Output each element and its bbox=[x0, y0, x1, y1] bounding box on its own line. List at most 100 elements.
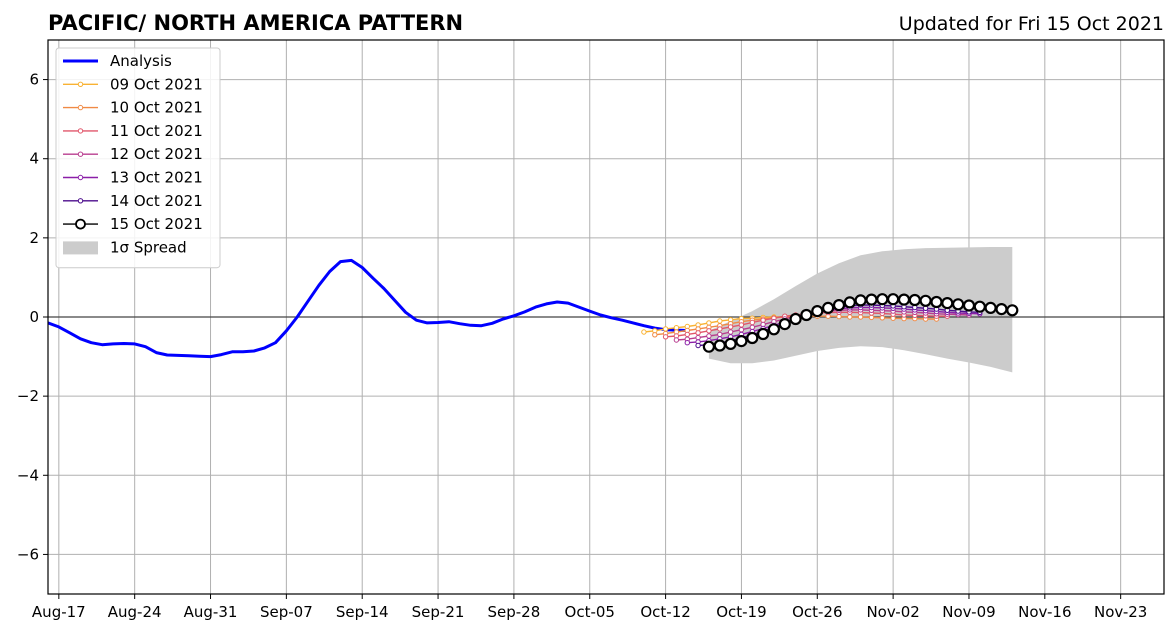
forecast-point bbox=[717, 318, 723, 324]
forecast-point bbox=[713, 339, 726, 352]
legend-label: 10 Oct 2021 bbox=[110, 99, 203, 117]
legend-item: 14 Oct 2021 bbox=[63, 192, 203, 210]
legend: Analysis 09 Oct 2021 10 Oct 2021 11 Oct 202… bbox=[55, 47, 221, 269]
legend-item: 15 Oct 2021 bbox=[63, 215, 203, 233]
chart-title: PACIFIC/ NORTH AMERICA PATTERN bbox=[48, 11, 463, 35]
legend-label: 1σ Spread bbox=[110, 238, 187, 256]
forecast-point bbox=[865, 293, 878, 306]
legend-item: 11 Oct 2021 bbox=[63, 122, 203, 140]
forecast-point bbox=[760, 317, 766, 323]
forecast-point bbox=[695, 334, 701, 341]
x-tick-label: Aug-31 bbox=[184, 603, 238, 621]
forecast-point bbox=[941, 297, 954, 310]
y-tick-label: −4 bbox=[17, 466, 39, 484]
forecast-point bbox=[684, 340, 690, 346]
y-tick-label: −2 bbox=[17, 387, 39, 405]
forecast-point bbox=[673, 337, 680, 343]
legend-item: 10 Oct 2021 bbox=[63, 99, 203, 117]
legend-label: 14 Oct 2021 bbox=[110, 192, 203, 210]
forecast-point bbox=[695, 342, 701, 349]
analysis-line bbox=[48, 258, 688, 359]
forecast-point bbox=[984, 301, 997, 314]
series-layer bbox=[48, 247, 1164, 373]
legend-label: 12 Oct 2021 bbox=[110, 145, 203, 163]
forecast-point bbox=[724, 337, 737, 350]
legend-label: 13 Oct 2021 bbox=[110, 169, 203, 187]
legend-marker bbox=[77, 151, 84, 157]
forecast-point bbox=[662, 334, 669, 340]
forecast-point bbox=[727, 324, 734, 330]
forecast-point bbox=[973, 300, 986, 313]
x-tick-label: Nov-23 bbox=[1094, 603, 1147, 621]
forecast-point bbox=[843, 296, 856, 309]
legend-item: 1σ Spread bbox=[63, 238, 187, 256]
legend-item: Analysis bbox=[63, 52, 172, 70]
x-tick-label: Nov-09 bbox=[942, 603, 995, 621]
forecast-point bbox=[832, 299, 846, 312]
x-tick-label: Sep-21 bbox=[412, 603, 465, 621]
x-tick-label: Oct-19 bbox=[716, 603, 766, 621]
legend-label: Analysis bbox=[110, 52, 172, 70]
forecast-point bbox=[746, 331, 759, 345]
forecast-point bbox=[749, 319, 755, 326]
legend-item: 12 Oct 2021 bbox=[63, 145, 203, 163]
forecast-point bbox=[876, 293, 889, 306]
forecast-point bbox=[735, 335, 748, 348]
chart-subtitle: Updated for Fri 15 Oct 2021 bbox=[899, 13, 1164, 35]
forecast-point bbox=[879, 315, 885, 321]
forecast-point bbox=[706, 320, 712, 326]
forecast-point bbox=[706, 333, 712, 339]
y-tick-label: 0 bbox=[29, 308, 39, 326]
legend-marker bbox=[77, 81, 84, 88]
x-tick-label: Sep-14 bbox=[336, 603, 389, 621]
forecast-point bbox=[789, 312, 802, 326]
forecast-point bbox=[767, 323, 781, 336]
forecast-point bbox=[857, 314, 864, 320]
forecast-point bbox=[836, 313, 842, 320]
forecast-point bbox=[868, 314, 875, 321]
forecast-point bbox=[930, 295, 943, 309]
y-tick-label: 4 bbox=[29, 150, 39, 168]
x-tick-label: Sep-28 bbox=[488, 603, 541, 621]
x-tick-label: Oct-26 bbox=[792, 603, 842, 621]
y-tick-label: 2 bbox=[29, 229, 39, 247]
forecast-point bbox=[738, 322, 745, 328]
forecast-point bbox=[919, 294, 932, 307]
forecast-point bbox=[749, 324, 755, 330]
x-tick-label: Nov-16 bbox=[1018, 603, 1071, 621]
legend-swatch bbox=[63, 241, 98, 255]
x-tick-label: Nov-02 bbox=[866, 603, 919, 621]
legend-marker bbox=[75, 218, 86, 230]
forecast-point bbox=[897, 293, 911, 306]
legend-label: 15 Oct 2021 bbox=[110, 215, 203, 233]
y-tick-label: −6 bbox=[17, 545, 39, 563]
x-tick-label: Aug-24 bbox=[108, 603, 162, 621]
legend-marker bbox=[77, 198, 84, 204]
forecast-point bbox=[641, 329, 647, 335]
forecast-point bbox=[847, 314, 853, 320]
legend-marker bbox=[77, 174, 84, 181]
forecast-point bbox=[717, 331, 723, 338]
forecast-point bbox=[854, 294, 867, 307]
forecast-point bbox=[1006, 304, 1019, 317]
forecast-point bbox=[951, 298, 965, 311]
legend-label: 11 Oct 2021 bbox=[110, 122, 203, 140]
x-tick-label: Oct-12 bbox=[640, 603, 690, 621]
forecast-point bbox=[738, 327, 745, 333]
forecast-point bbox=[811, 305, 824, 318]
forecast-point bbox=[702, 340, 716, 353]
legend-label: 09 Oct 2021 bbox=[110, 75, 203, 93]
x-tick-label: Aug-17 bbox=[32, 603, 86, 621]
x-tick-label: Sep-07 bbox=[260, 603, 313, 621]
legend-box bbox=[55, 47, 221, 269]
legend-marker bbox=[77, 128, 84, 134]
forecast-point bbox=[652, 332, 658, 338]
forecast-point bbox=[995, 303, 1008, 316]
plot-area: Aug-17 Aug-24 Aug-31 Sep-07 Sep-14 Sep-21 Sep-… bbox=[17, 39, 1165, 621]
x-tick-label: Oct-05 bbox=[565, 603, 615, 621]
forecast-point bbox=[821, 301, 835, 314]
forecast-point bbox=[908, 293, 921, 307]
forecast-point bbox=[962, 299, 976, 312]
forecast-point bbox=[727, 329, 734, 335]
